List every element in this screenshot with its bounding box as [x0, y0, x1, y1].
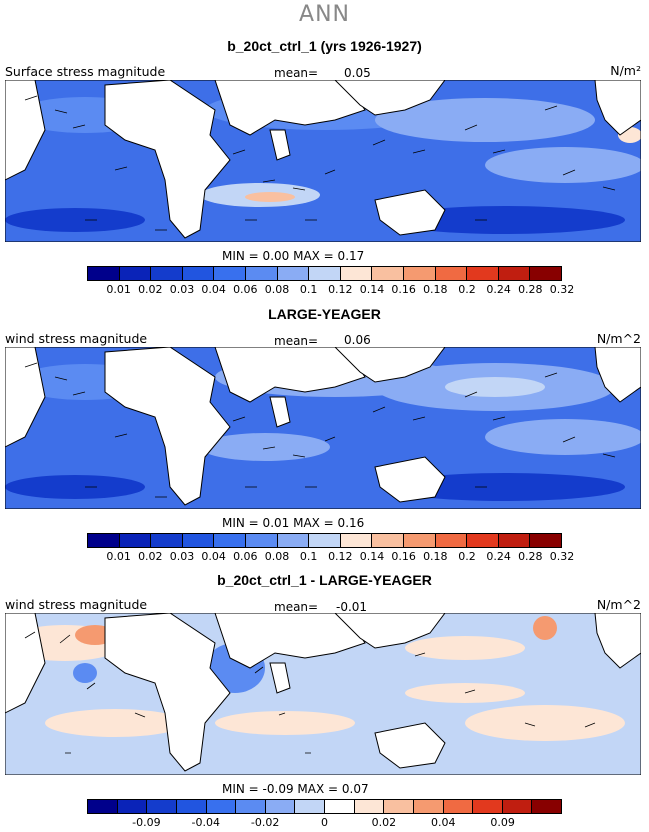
cb2-tick: 0.12: [328, 550, 353, 563]
panel-3-min-max: MIN = -0.09 MAX = 0.07: [222, 782, 369, 796]
panel-1-field-label: Surface stress magnitude: [5, 64, 166, 79]
cb3-tick: 0.02: [371, 816, 397, 829]
cb1-tick: 0.02: [138, 283, 163, 296]
panel-3-title: b_20ct_ctrl_1 - LARGE-YEAGER: [217, 572, 432, 588]
panel-2-mean-value: 0.06: [344, 333, 371, 347]
cb1-tick: 0.14: [359, 283, 385, 296]
cb3-tick: -0.04: [191, 816, 220, 829]
panel-2-vectors: [24, 362, 616, 498]
panel-2-colorbar: [87, 533, 562, 548]
panel-1-mean-value: 0.05: [344, 66, 371, 80]
cb1-tick: 0.06: [233, 283, 258, 296]
cb3-tick: 0.04: [431, 816, 456, 829]
cb1-tick: 0.18: [423, 283, 448, 296]
cb2-tick: 0.28: [518, 550, 543, 563]
cb1-tick: 0.24: [486, 283, 511, 296]
panel-1-vectors: [24, 95, 616, 231]
cb1-tick: 0.08: [264, 283, 290, 296]
cb1-tick: 0.32: [549, 283, 575, 296]
panel-3-mean-label: mean=: [274, 600, 319, 614]
cb2-tick: 0.24: [486, 550, 511, 563]
cb1-tick: 0.1: [299, 283, 318, 296]
cb1-tick: 0.16: [391, 283, 416, 296]
panel-1-colorbar-labels: 0.01 0.02 0.03 0.04 0.06 0.08 0.1 0.12 0…: [87, 283, 574, 297]
cb1-tick: 0.04: [201, 283, 226, 296]
panel-1-map: [5, 80, 641, 242]
cb2-tick: 0.01: [106, 550, 131, 563]
cb2-tick: 0.06: [233, 550, 258, 563]
figure-title: ANN: [299, 2, 350, 27]
panel-2-units: N/m^2: [596, 331, 641, 346]
panel-2-field-label: wind stress magnitude: [5, 331, 148, 346]
panel-1-units: N/m²: [610, 63, 641, 78]
cb2-tick: 0.1: [299, 550, 318, 563]
cb1-tick: 0.2: [458, 283, 476, 296]
cb3-tick: 0: [321, 816, 328, 829]
cb3-tick: 0.09: [490, 816, 515, 829]
cb2-tick: 0.08: [264, 550, 290, 563]
cb2-tick: 0.2: [458, 550, 476, 563]
cb2-tick: 0.16: [391, 550, 416, 563]
cb2-tick: 0.18: [423, 550, 448, 563]
cb2-tick: 0.02: [138, 550, 163, 563]
cb1-tick: 0.01: [106, 283, 131, 296]
panel-1-colorbar: [87, 266, 562, 281]
cb3-tick: -0.02: [250, 816, 280, 829]
panel-2-colorbar-labels: 0.01 0.02 0.03 0.04 0.06 0.08 0.1 0.12 0…: [87, 550, 574, 564]
cb1-tick: 0.28: [518, 283, 543, 296]
panel-2-title: LARGE-YEAGER: [268, 306, 381, 322]
cb1-tick: 0.12: [328, 283, 353, 296]
panel-1-title: b_20ct_ctrl_1 (yrs 1926-1927): [227, 38, 422, 54]
cb1-tick: 0.03: [169, 283, 195, 296]
cb2-tick: 0.14: [359, 550, 385, 563]
panel-3-vectors: [24, 631, 596, 754]
panel-3-colorbar: [87, 799, 562, 814]
cb3-tick: -0.09: [132, 816, 161, 829]
panel-2-min-max: MIN = 0.01 MAX = 0.16: [222, 516, 365, 530]
panel-3-units: N/m^2: [596, 597, 641, 612]
panel-2-map: [5, 347, 641, 509]
panel-3-colorbar-labels: -0.09 -0.04 -0.02 0 0.02 0.04 0.09: [87, 816, 562, 830]
cb2-tick: 0.32: [549, 550, 575, 563]
panel-2-mean-label: mean=: [274, 334, 319, 348]
panel-3-field-label: wind stress magnitude: [5, 597, 148, 612]
panel-3-mean-value: -0.01: [336, 600, 368, 614]
panel-1-min-max: MIN = 0.00 MAX = 0.17: [222, 249, 365, 263]
cb2-tick: 0.04: [201, 550, 226, 563]
panel-1-mean-label: mean=: [274, 66, 319, 80]
panel-3-map: [5, 613, 641, 775]
cb2-tick: 0.03: [169, 550, 195, 563]
